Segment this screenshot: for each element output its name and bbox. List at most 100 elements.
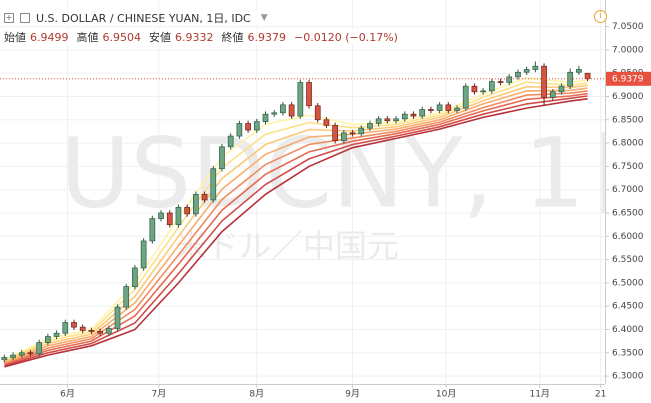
candle-body: [480, 90, 486, 93]
square-icon[interactable]: [20, 13, 30, 23]
y-tick-label: 6.7000: [612, 185, 644, 195]
candle-body: [558, 85, 565, 93]
high-value: 6.9504: [102, 30, 142, 44]
watermark-subtitle: 米ドル／中国元: [175, 227, 399, 265]
candle-body: [454, 107, 460, 111]
y-tick-label: 6.5000: [612, 278, 644, 288]
close-value: 6.9379: [247, 30, 287, 44]
moving-average-line: [4, 81, 588, 362]
y-tick-label: 6.3500: [612, 348, 644, 358]
moving-average-line: [4, 92, 588, 366]
y-tick-label: 6.3000: [612, 372, 644, 382]
candle-body: [445, 104, 452, 111]
candle-body: [105, 328, 112, 334]
candle-body: [36, 342, 43, 355]
moving-average-line: [4, 90, 588, 365]
candle-body: [149, 218, 156, 242]
candle-body: [576, 69, 582, 73]
candle-body: [462, 85, 469, 109]
y-tick-label: 6.6000: [612, 232, 644, 242]
candle-body: [401, 113, 408, 120]
candle-body: [375, 118, 382, 124]
x-tick-label: 7月: [151, 389, 166, 400]
candle-body: [288, 104, 295, 117]
candle-body: [201, 193, 208, 201]
candle-body: [123, 286, 130, 308]
candle-body: [280, 104, 286, 114]
y-tick-label: 7.0000: [612, 45, 644, 55]
x-tick-label: 6月: [60, 389, 75, 400]
candle-body: [532, 65, 539, 70]
candle-body: [541, 65, 547, 98]
candle-body: [18, 352, 25, 356]
chart-title: U.S. DOLLAR / CHINESE YUAN, 1日, IDC: [36, 12, 251, 25]
y-tick-label: 6.7500: [612, 162, 644, 172]
open-label: 始値: [4, 31, 26, 44]
y-tick-label: 6.8500: [612, 115, 644, 125]
y-axis-bg: [605, 0, 651, 403]
low-value: 6.9332: [175, 30, 214, 44]
candle-body: [410, 113, 417, 117]
candle-body: [79, 326, 86, 331]
header-title-row: + U.S. DOLLAR / CHINESE YUAN, 1日, IDC ▼: [4, 10, 268, 26]
candle-body: [88, 330, 95, 332]
moving-average-line: [4, 76, 588, 361]
candle-body: [367, 123, 373, 129]
candle-body: [506, 76, 513, 83]
candle-body: [1, 357, 8, 361]
open-value: 6.9499: [30, 30, 69, 44]
y-tick-label: 6.4500: [612, 302, 644, 312]
candle-body: [419, 109, 426, 117]
moving-average-line: [4, 87, 588, 364]
ohlc-row: 始値 6.9499 高値 6.9504 安値 6.9332 終値 6.9379 …: [4, 29, 402, 45]
candle-body: [297, 82, 304, 117]
close-label: 終値: [221, 31, 244, 44]
watermark: USDCNY, 1日: [60, 117, 651, 229]
candle-body: [262, 113, 269, 122]
candle-body: [27, 352, 34, 355]
candle-body: [71, 322, 77, 328]
moving-average-line: [4, 98, 588, 368]
y-tick-label: 6.9000: [612, 92, 644, 102]
candle-body: [227, 135, 234, 148]
x-axis-bg: [0, 384, 651, 403]
candle-body: [219, 146, 225, 170]
candle-body: [253, 121, 260, 131]
candle-body: [428, 109, 434, 111]
candle-body: [45, 336, 51, 343]
candle-body: [210, 168, 217, 201]
candle-body: [349, 132, 356, 135]
candle-body: [236, 123, 243, 137]
y-tick-label: 6.8000: [612, 139, 644, 149]
candle-body: [393, 118, 399, 122]
dropdown-icon[interactable]: ▼: [260, 13, 268, 23]
change-value: −0.0120 (−0.17%): [294, 30, 398, 44]
candle-body: [332, 125, 338, 142]
x-tick-label: 9月: [345, 389, 360, 400]
x-tick-label: 11月: [529, 389, 549, 400]
candle-body: [323, 119, 330, 126]
candle-body: [114, 306, 121, 329]
candle-body: [193, 193, 199, 215]
candle-body: [166, 212, 173, 225]
candle-body: [358, 127, 365, 135]
info-icon[interactable]: i: [594, 10, 607, 23]
moving-average-line: [4, 95, 588, 367]
candle-body: [549, 91, 556, 98]
candle-body: [523, 69, 530, 73]
candle-body: [497, 81, 504, 83]
candle-body: [340, 132, 347, 142]
candle-body: [515, 71, 521, 78]
candle-body: [471, 85, 478, 93]
candle-body: [97, 330, 103, 334]
candle-body: [140, 240, 147, 269]
candle-body: [132, 267, 138, 287]
expand-icon[interactable]: +: [4, 13, 14, 23]
candle-body: [53, 332, 60, 337]
candle-body: [10, 354, 16, 358]
candle-body: [436, 104, 443, 111]
candle-body: [488, 81, 495, 92]
candle-body: [158, 212, 164, 219]
